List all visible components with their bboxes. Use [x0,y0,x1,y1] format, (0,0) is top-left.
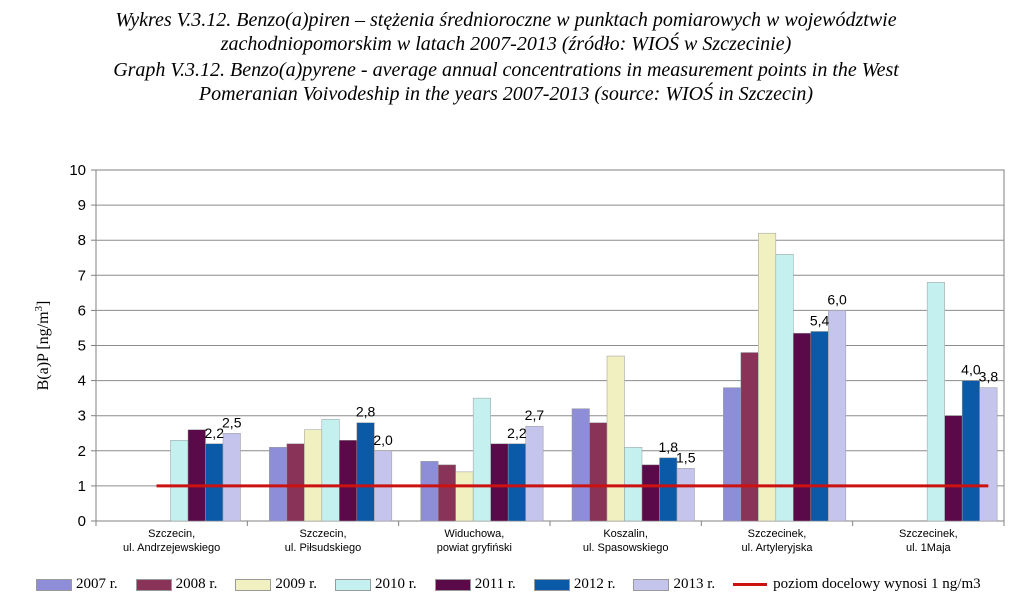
y-tick-label: 7 [78,267,86,284]
bar [571,408,590,522]
bar [926,282,945,522]
y-axis-label: B(a)P [ng/m3] [33,301,52,391]
bar [170,440,189,522]
bar [641,464,660,522]
legend-swatch [434,578,471,591]
legend-label: 2009 r. [275,576,318,592]
title-en-line-1: Graph V.3.12. Benzo(a)pyrene - average a… [113,59,899,81]
title-pl-line-2: zachodniopomorskim w latach 2007-2013 (ź… [220,33,792,55]
bar [793,332,812,522]
legend-label: 2008 r. [175,576,218,592]
legend-item: 2013 r. [633,576,715,593]
legend-swatch [633,578,670,591]
legend-label: 2012 r. [573,576,616,592]
data-label: 2,2 [205,425,225,441]
bar [339,440,358,522]
bar [490,443,509,522]
legend-item: 2008 r. [135,576,218,593]
bar [187,429,206,522]
legend-label: 2010 r. [375,576,417,592]
bar [979,387,998,522]
y-tick-label: 6 [78,302,86,319]
y-tick-label: 8 [78,232,86,249]
y-tick-label: 10 [69,162,86,179]
title-pl-line-1: Wykres V.3.12. Benzo(a)piren – stężenia … [115,9,897,31]
legend-swatch [135,578,172,591]
y-tick-label: 9 [78,197,86,214]
category-label: Szczecin, ul. Andrzejewskiego [123,528,220,554]
bar [624,447,643,522]
bar [455,471,474,522]
bar [437,464,456,522]
data-label: 1,8 [659,439,679,455]
bar [525,425,544,522]
bar [606,355,625,522]
legend-item: 2007 r. [36,576,118,593]
legend-label: 2007 r. [76,576,118,592]
data-label: 2,5 [222,414,242,430]
bar [321,418,340,522]
bar [304,429,323,522]
legend-swatch [36,578,72,591]
bar [269,447,288,522]
data-label: 5,4 [810,312,830,328]
bar [507,443,526,522]
legend-item-target: poziom docelowy wynosi 1 ng/m3 [733,576,981,593]
legend-line-swatch [733,583,768,586]
bar [589,422,608,522]
y-tick-label: 0 [78,513,86,530]
legend-item: 2010 r. [335,576,417,593]
y-tick-label: 5 [78,338,86,355]
bar [944,415,963,522]
bar [659,457,678,522]
chart-legend: 2007 r. 2008 r. 2009 r. 2010 r. 2011 r. 2012 … [36,576,999,593]
bar [205,443,224,522]
title-en-line-2: Pomeranian Voivodeship in the years 2007… [198,83,814,105]
bar [356,422,375,522]
category-label: Szczecin, ul. Piłsudskiego [285,528,361,554]
legend-item: 2011 r. [434,576,516,593]
data-label: 6,0 [827,291,847,307]
bar [420,461,439,522]
chart-title-block: Wykres V.3.12. Benzo(a)piren – stężenia … [0,8,1012,106]
y-tick-label: 4 [78,373,86,390]
bar [828,310,847,522]
bar [961,380,980,522]
data-label: 4,0 [961,362,981,378]
data-label: 2,2 [507,425,527,441]
bar [723,387,742,522]
legend-swatch [335,578,372,591]
data-label: 2,8 [356,404,376,420]
bar [676,468,695,522]
y-tick-label: 1 [78,478,86,495]
data-label: 1,5 [676,449,696,465]
bar [810,331,829,522]
data-label: 3,8 [979,369,999,385]
bar [222,433,241,522]
legend-item: 2009 r. [235,576,317,593]
y-tick-label: 2 [78,443,86,460]
data-label: 2,0 [373,432,393,448]
legend-label: 2013 r. [673,576,716,592]
bar [472,397,491,522]
legend-swatch [235,578,272,591]
bar [775,253,794,522]
legend-swatch [533,578,570,591]
bar [740,352,759,522]
bar [286,443,305,522]
y-tick-label: 3 [78,408,86,425]
category-label: Szczecinek, ul. 1Maja [899,528,958,554]
category-label: Koszalin, ul. Spasowskiego [583,528,669,554]
data-label: 2,7 [525,407,545,423]
legend-label: poziom docelowy wynosi 1 ng/m3 [773,576,981,592]
category-label: Szczecinek, ul. Artyleryjska [742,528,814,554]
bar [758,232,777,522]
category-label: Widuchowa, powiat gryfiński [437,528,512,554]
legend-item: 2012 r. [533,576,616,593]
legend-label: 2011 r. [474,576,516,592]
